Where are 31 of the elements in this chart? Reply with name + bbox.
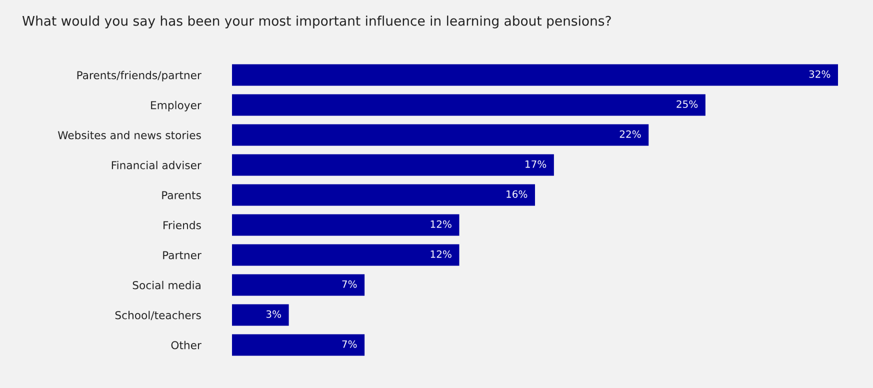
data-label: 25% <box>676 100 698 108</box>
bar <box>232 154 554 176</box>
y-tick-label: Friends <box>164 220 201 230</box>
data-label: 7% <box>342 340 357 348</box>
data-label: 32% <box>809 70 830 78</box>
data-label: 22% <box>620 130 641 138</box>
y-tick-label: Websites and news stories <box>58 130 201 140</box>
data-label: 16% <box>506 190 528 198</box>
data-label: 7% <box>342 280 357 288</box>
bar <box>232 64 838 86</box>
bar <box>232 184 535 206</box>
y-tick-label: Employer <box>151 100 202 112</box>
y-tick-label: Parents/friends/partner <box>77 70 202 82</box>
bar <box>232 274 365 296</box>
bar <box>232 124 649 146</box>
y-tick-label: Partner <box>163 251 202 260</box>
bar <box>232 94 706 116</box>
y-tick-label: Parents <box>162 191 201 200</box>
bar <box>232 244 460 266</box>
chart-title: What would you say has been your most important influence in learning about pensions? <box>22 16 611 28</box>
y-tick-label: School/teachers <box>115 310 201 320</box>
y-tick-label: Social media <box>132 280 200 290</box>
data-label: 17% <box>526 160 546 168</box>
bar <box>232 304 289 326</box>
data-label: 3% <box>266 310 281 318</box>
bar <box>232 214 460 236</box>
data-label: 12% <box>430 220 452 228</box>
bar <box>232 334 365 356</box>
y-tick-label: Financial adviser <box>112 160 202 170</box>
y-tick-label: Other <box>171 340 202 350</box>
data-label: 12% <box>430 250 452 258</box>
